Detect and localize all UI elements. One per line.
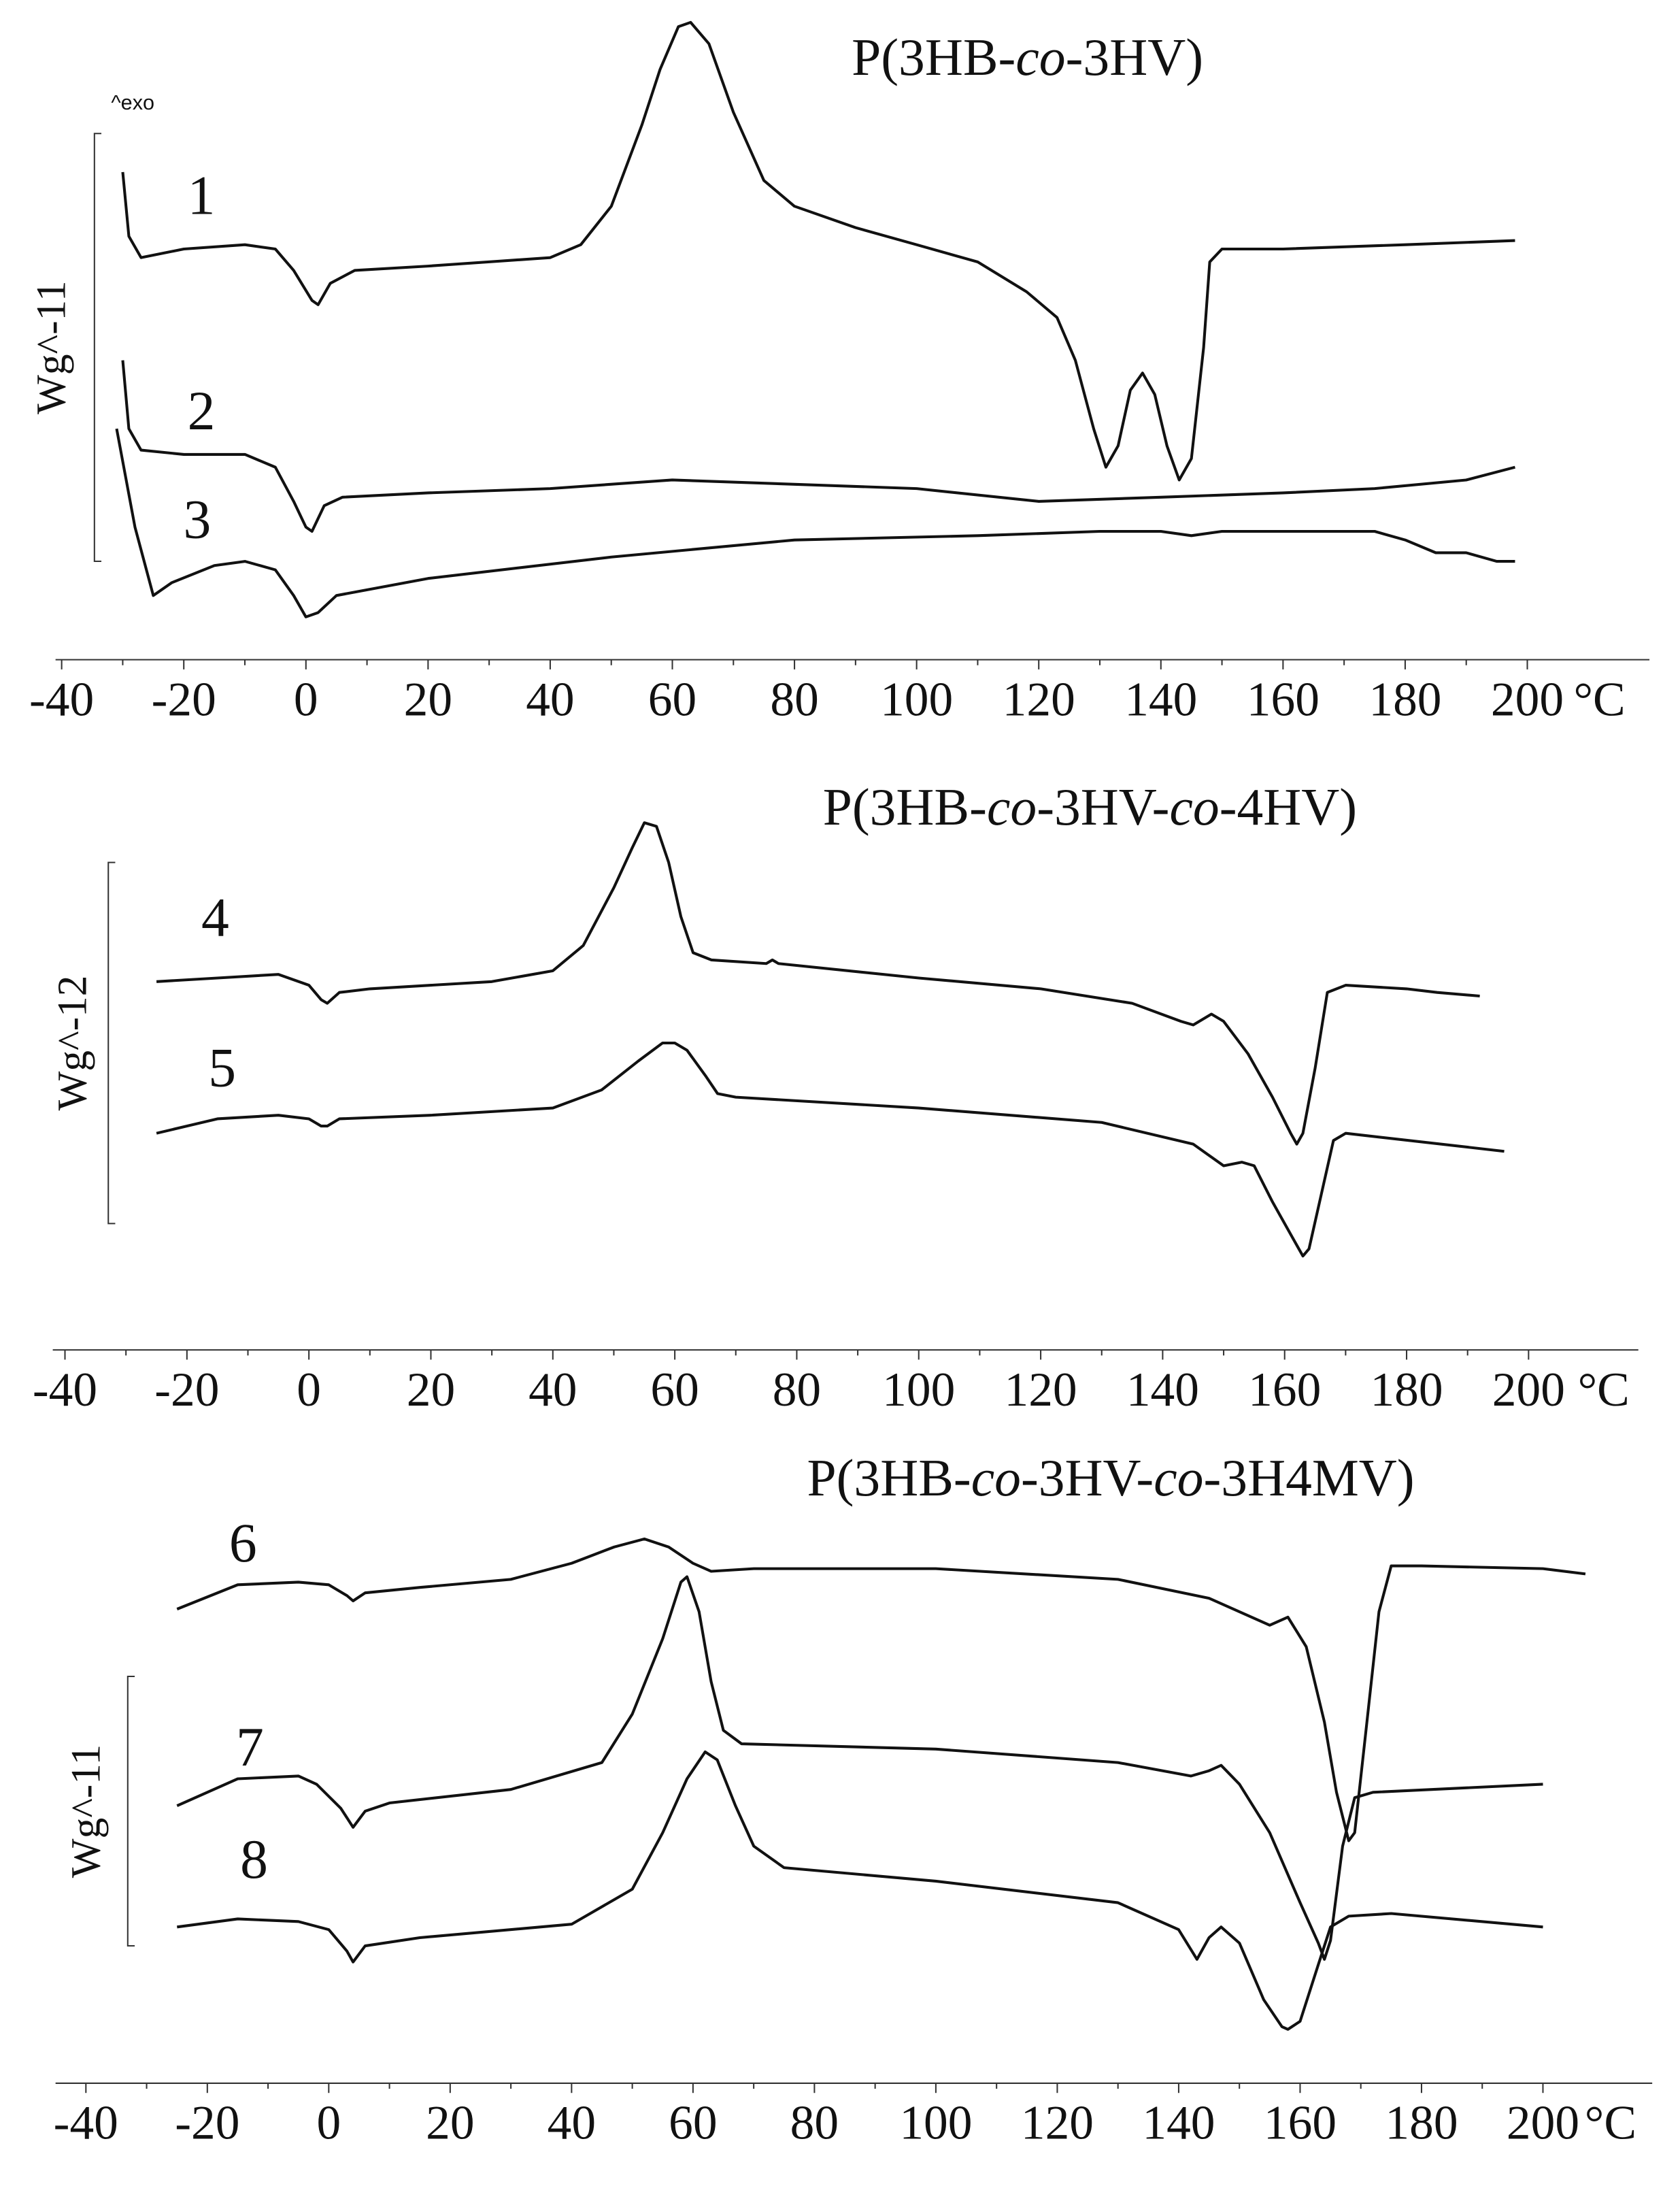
title-part: co [987,778,1037,836]
curve [121,360,1515,533]
curve-label: 8 [240,1828,268,1890]
title-part: co [1154,1448,1203,1507]
x-tick-label: 100 [882,1363,955,1417]
curve-label: 1 [188,165,216,227]
x-tick-label: 60 [669,2096,717,2150]
x-tick-label: 200 [1492,1363,1565,1417]
x-unit: °C [1578,1363,1630,1417]
scale-bar-label: Wg^-12 [49,976,95,1111]
x-tick-label: -40 [29,672,94,726]
curve-label: 2 [188,380,216,442]
title-part: P(3HB- [823,778,987,836]
curve [177,1750,1543,2031]
curve [176,1575,1543,1961]
x-tick-label: -20 [175,2096,239,2150]
title-part: co [1170,778,1220,836]
x-tick-label: 40 [528,1363,577,1417]
scale-bar [107,861,116,1225]
x-tick-label: 140 [1142,2096,1215,2150]
scale-bar-label: Wg^-11 [63,1744,110,1878]
x-tick-label: 180 [1385,2096,1458,2150]
chart-title: P(3HB-co-3HV-co-4HV) [823,778,1357,836]
x-tick-label: 120 [1003,672,1075,726]
title-part: P(3HB- [852,28,1015,86]
x-tick-label: 120 [1004,1363,1077,1417]
x-unit: °C [1585,2096,1636,2150]
x-tick-label: 100 [899,2096,972,2150]
x-tick-label: 80 [773,1363,821,1417]
title-part: -4HV) [1220,778,1357,836]
title-part: P(3HB- [807,1448,971,1507]
curve [115,428,1515,618]
x-tick-label: 40 [548,2096,596,2150]
curve [121,20,1515,482]
x-tick-label: 140 [1124,672,1197,726]
x-tick-label: 160 [1264,2096,1337,2150]
x-tick-label: 40 [526,672,574,726]
exo-label: ^exo [111,91,154,114]
title-part: -3H4MV) [1203,1448,1414,1507]
chart-title: P(3HB-co-3HV) [852,28,1203,86]
x-tick-label: 80 [770,672,818,726]
title-part: co [971,1448,1021,1507]
x-tick-label: 20 [407,1363,455,1417]
x-tick-label: 180 [1368,672,1441,726]
x-tick-label: -40 [33,1363,97,1417]
title-part: co [1015,28,1065,86]
scale-bar [93,133,102,563]
curve-label: 7 [236,1716,264,1778]
x-tick-label: -20 [152,672,216,726]
curve-label: 5 [208,1037,236,1099]
curve-label: 4 [201,887,229,948]
x-tick-label: 100 [880,672,953,726]
x-tick-label: 0 [297,1363,321,1417]
title-part: -3HV- [1037,778,1169,836]
x-tick-label: 200 [1507,2096,1579,2150]
x-tick-label: 180 [1370,1363,1443,1417]
curve-label: 6 [229,1512,257,1574]
x-tick-label: 80 [790,2096,839,2150]
scale-bar-label: Wg^-11 [29,280,75,414]
scale-bar [127,1675,135,1947]
x-tick-label: 60 [648,672,696,726]
x-tick-label: 0 [294,672,318,726]
x-tick-label: 20 [426,2096,474,2150]
curve [176,1537,1586,1842]
x-tick-label: 160 [1248,1363,1321,1417]
x-tick-label: -40 [54,2096,118,2150]
x-unit: °C [1573,672,1625,726]
curve [156,1041,1505,1258]
title-part: -3HV- [1021,1448,1154,1507]
chart-title: P(3HB-co-3HV-co-3H4MV) [807,1448,1414,1507]
x-tick-label: 20 [404,672,452,726]
curve [156,821,1480,1146]
x-tick-label: 120 [1021,2096,1094,2150]
x-tick-label: 60 [650,1363,699,1417]
x-tick-label: 0 [316,2096,341,2150]
title-part: -3HV) [1066,28,1203,86]
curve-label: 3 [183,488,211,550]
x-tick-label: 160 [1247,672,1320,726]
x-tick-label: 140 [1126,1363,1199,1417]
x-tick-label: 200 [1491,672,1564,726]
x-tick-label: -20 [154,1363,219,1417]
